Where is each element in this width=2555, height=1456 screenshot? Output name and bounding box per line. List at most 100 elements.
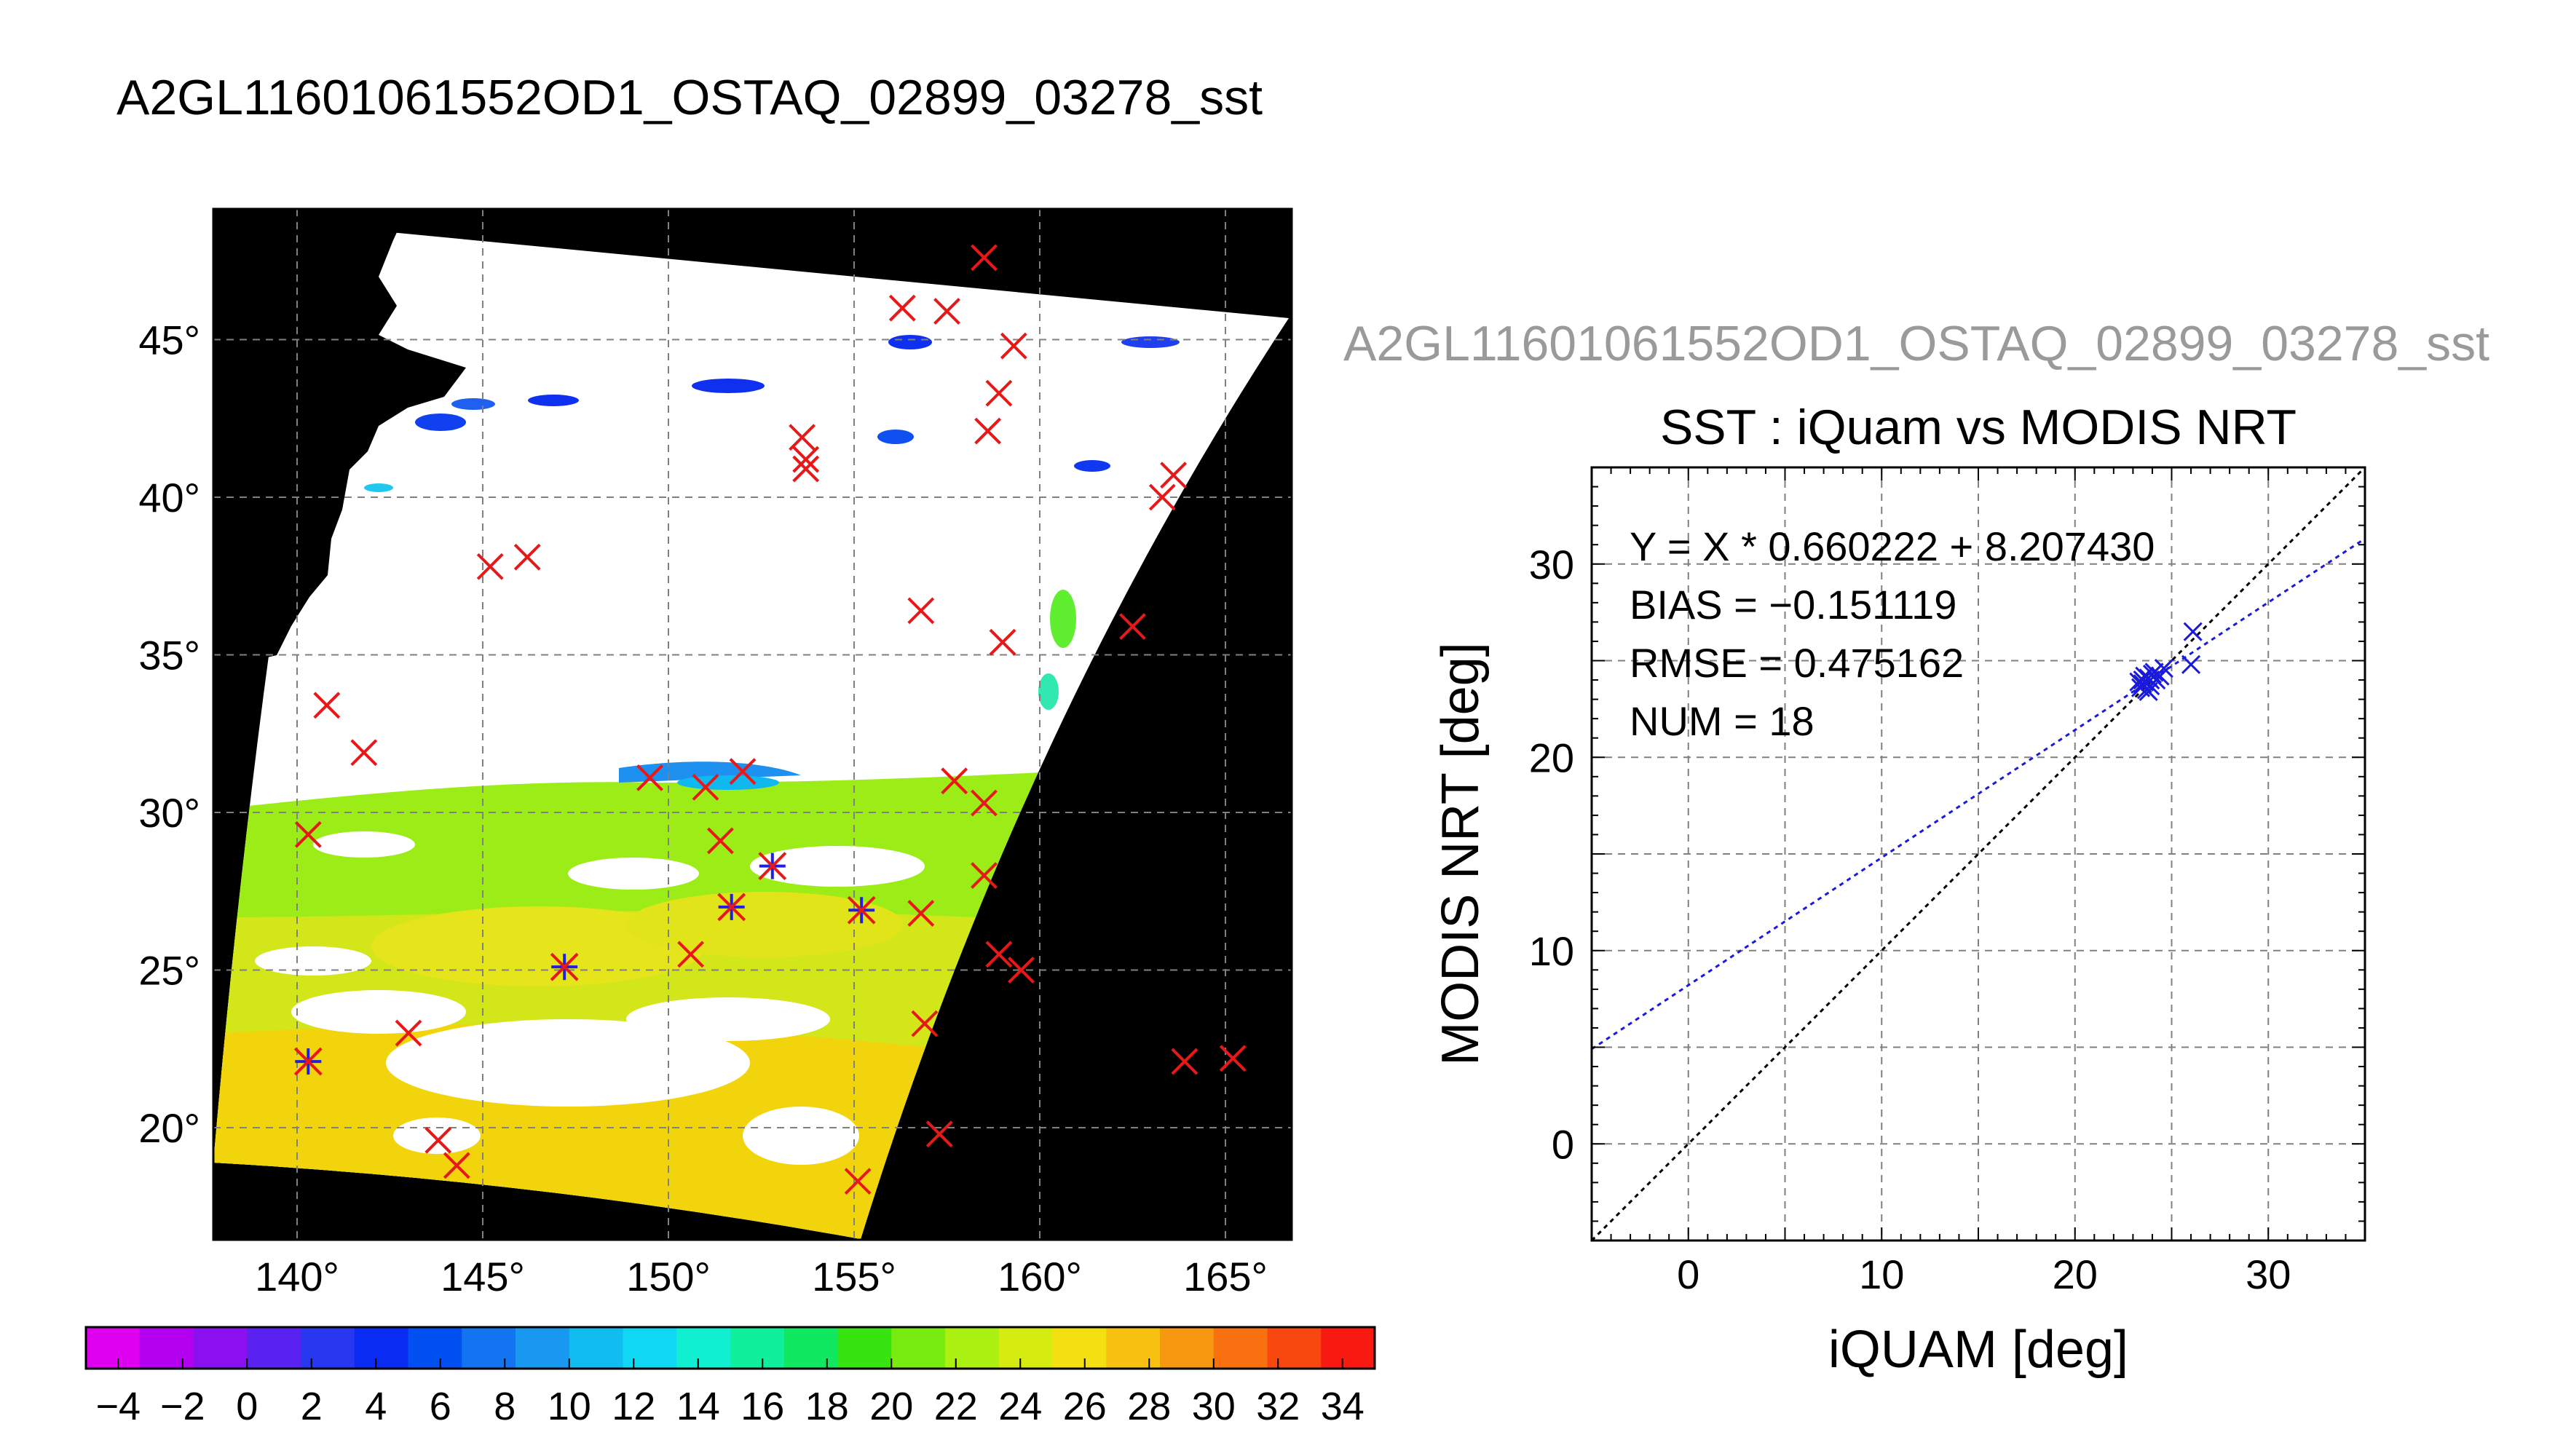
colorbar-tick-label: 14 bbox=[676, 1385, 720, 1428]
x-tick-label: 0 bbox=[1677, 1251, 1699, 1297]
scatter-ticks: 0 10 20 30 0 10 20 30 bbox=[1529, 467, 2366, 1297]
scatter-point bbox=[2141, 670, 2160, 690]
red-x-marker bbox=[424, 1126, 452, 1154]
lat-tick-label: 30° bbox=[138, 790, 200, 836]
red-x-marker bbox=[907, 597, 935, 625]
red-x-marker bbox=[1160, 462, 1188, 489]
red-x-marker bbox=[313, 692, 341, 719]
red-x-marker bbox=[989, 628, 1016, 656]
red-x-marker bbox=[792, 446, 820, 473]
red-x-stroke bbox=[313, 692, 341, 719]
red-x-marker bbox=[692, 773, 719, 801]
lat-tick-label: 35° bbox=[138, 633, 200, 678]
red-x-stroke bbox=[792, 446, 820, 473]
point-stroke bbox=[2181, 654, 2201, 674]
scatter-point bbox=[2133, 670, 2152, 690]
red-x-marker bbox=[513, 543, 541, 571]
scatter-point bbox=[2154, 659, 2173, 678]
red-x-marker bbox=[933, 298, 960, 325]
red-x-marker bbox=[636, 764, 663, 791]
y-tick-label: 0 bbox=[1552, 1121, 1574, 1167]
colorbar-swatch bbox=[569, 1327, 623, 1369]
stats-rmse: RMSE = 0.475162 bbox=[1630, 640, 1964, 686]
stats-fit: Y = X * 0.660222 + 8.207430 bbox=[1630, 523, 2155, 569]
colorbar-tick-label: 24 bbox=[998, 1385, 1042, 1428]
colorbar-tick-label: −4 bbox=[95, 1385, 141, 1428]
colorbar-tick-label: 18 bbox=[805, 1385, 849, 1428]
red-x-stroke bbox=[1219, 1045, 1247, 1072]
red-x-stroke bbox=[888, 294, 916, 322]
point-stroke bbox=[2154, 659, 2173, 678]
red-x-marker bbox=[1000, 332, 1027, 360]
red-x-stroke bbox=[424, 1126, 452, 1154]
scatter-point bbox=[2181, 654, 2201, 674]
red-x-stroke bbox=[692, 773, 719, 801]
lon-tick-label: 160° bbox=[998, 1254, 1082, 1299]
colorbar-frame bbox=[84, 1326, 1376, 1370]
land bbox=[213, 209, 466, 670]
colorbar-tick-label: 8 bbox=[494, 1385, 516, 1428]
one-to-one-line bbox=[1592, 467, 2365, 1241]
colorbar-swatch bbox=[676, 1327, 731, 1369]
red-x-stroke bbox=[443, 1152, 470, 1179]
point-stroke bbox=[2129, 672, 2149, 692]
star-stroke bbox=[293, 1047, 323, 1076]
x-tick-label: 10 bbox=[1859, 1251, 1904, 1297]
red-x-stroke bbox=[792, 455, 820, 483]
colorbar-swatch bbox=[891, 1327, 946, 1369]
colorbar-swatch bbox=[408, 1327, 462, 1369]
colorbar-swatches bbox=[86, 1327, 1375, 1369]
red-x-marker bbox=[971, 862, 998, 890]
red-x-marker bbox=[971, 789, 998, 817]
red-x-marker bbox=[294, 820, 322, 848]
red-x-marker bbox=[706, 827, 734, 855]
scatter-grid bbox=[1592, 467, 2365, 1241]
colorbar-tick-label: 28 bbox=[1127, 1385, 1171, 1428]
star-stroke bbox=[847, 895, 876, 925]
lon-tick-label: 165° bbox=[1183, 1254, 1268, 1299]
colorbar-tick-label: 22 bbox=[934, 1385, 978, 1428]
red-x-stroke bbox=[911, 1010, 939, 1037]
red-x-stroke bbox=[941, 767, 968, 795]
red-x-stroke bbox=[985, 941, 1013, 968]
colorbar-tick-label: −2 bbox=[160, 1385, 205, 1428]
map-axis-labels: 140° 145° 150° 155° 160° 165° 45° 40° 35° 30° 25° 2… bbox=[138, 317, 1268, 1300]
point-stroke bbox=[2141, 670, 2160, 690]
lat-tick-label: 45° bbox=[138, 317, 200, 363]
red-x-marker bbox=[941, 767, 968, 795]
red-x-marker bbox=[844, 1168, 872, 1195]
star-stroke bbox=[717, 893, 746, 922]
red-x-marker bbox=[1171, 1048, 1198, 1075]
colorbar-tick-label: 4 bbox=[365, 1385, 387, 1428]
colorbar-swatch bbox=[1267, 1327, 1322, 1369]
map-markers bbox=[293, 244, 1247, 1195]
lat-tick-label: 25° bbox=[138, 948, 200, 994]
red-x-marker bbox=[729, 758, 757, 786]
red-x-stroke bbox=[925, 1120, 953, 1148]
colorbar-tick-label: 16 bbox=[741, 1385, 784, 1428]
colorbar-swatch bbox=[462, 1327, 516, 1369]
scatter-points bbox=[2129, 622, 2203, 702]
scatter-y-label: MODIS NRT [deg] bbox=[1431, 642, 1490, 1066]
colorbar-swatch bbox=[1321, 1327, 1375, 1369]
colorbar-swatch bbox=[1106, 1327, 1161, 1369]
colorbar-swatch bbox=[945, 1327, 1000, 1369]
red-x-stroke bbox=[1148, 483, 1176, 511]
colorbar-swatch bbox=[354, 1327, 408, 1369]
scatter-panel: 0 10 20 30 0 10 20 30 Y = X * 0.660222 + 8.2074… bbox=[1431, 466, 2366, 1379]
red-x-stroke bbox=[1119, 613, 1146, 640]
red-x-marker bbox=[476, 553, 504, 580]
red-x-stroke bbox=[677, 941, 705, 968]
lat-tick-label: 20° bbox=[138, 1105, 200, 1151]
star-stroke bbox=[550, 952, 579, 981]
colorbar-tick-label: 26 bbox=[1063, 1385, 1107, 1428]
y-tick-label: 10 bbox=[1529, 928, 1574, 974]
blue-star-marker bbox=[847, 895, 876, 925]
red-x-marker bbox=[971, 244, 998, 272]
scatter-x-label: iQUAM [deg] bbox=[1828, 1321, 2128, 1379]
blue-star-marker bbox=[293, 1047, 323, 1076]
red-x-stroke bbox=[989, 628, 1016, 656]
lon-tick-label: 155° bbox=[812, 1254, 896, 1299]
red-x-stroke bbox=[1160, 462, 1188, 489]
